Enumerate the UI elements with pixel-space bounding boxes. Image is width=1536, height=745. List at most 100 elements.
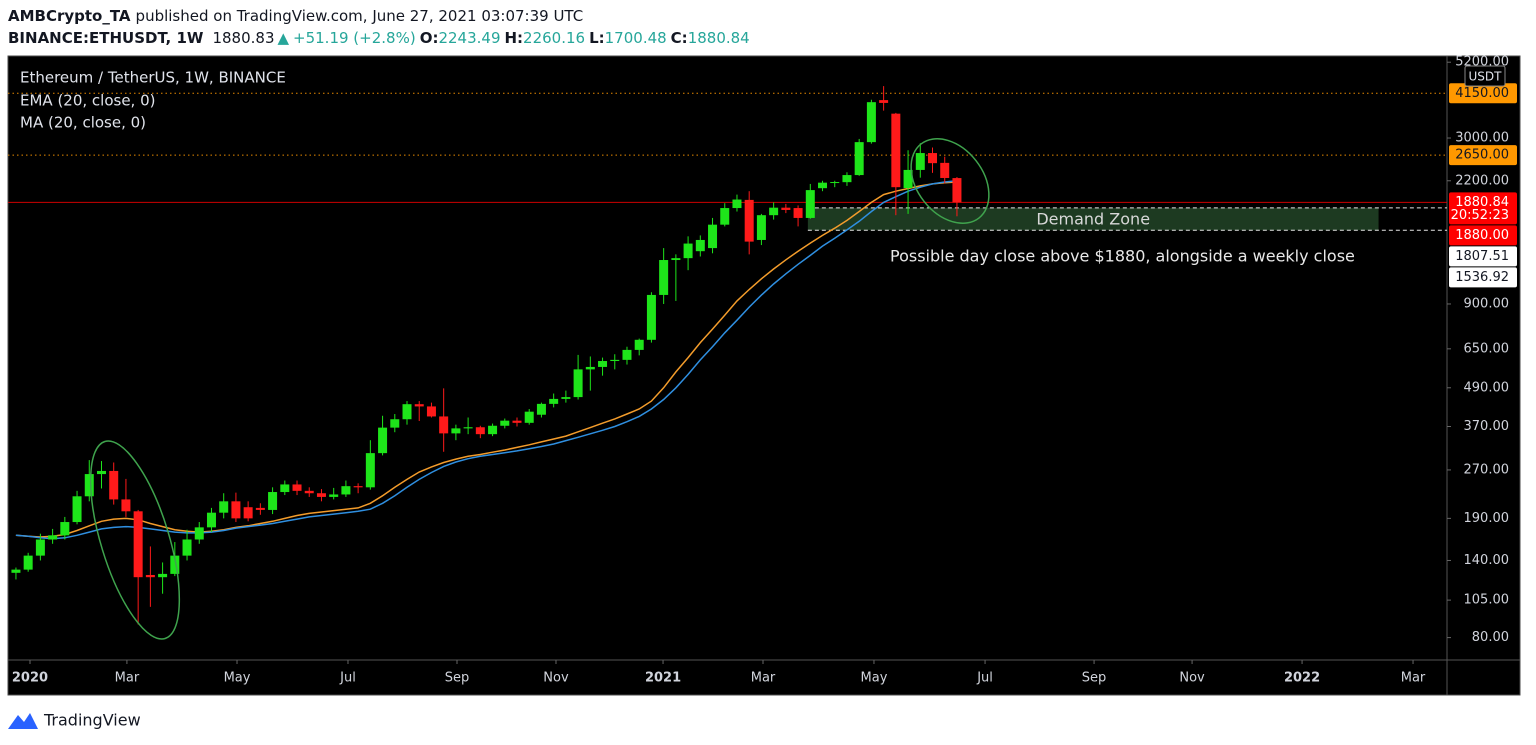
candle-body [451,428,461,434]
candle-body [524,411,534,423]
legend-entry: EMA (20, close, 0) [20,92,156,110]
x-tick-label: Mar [115,671,140,686]
candle-body [60,522,70,536]
candle-body [316,493,326,497]
x-tick-label: Nov [543,671,569,686]
chart-title: Ethereum / TetherUS, 1W, BINANCE [20,69,286,87]
candle-body [720,208,730,225]
candle-body [536,403,546,415]
candle-body [402,404,412,420]
candle-body [659,260,669,295]
candle-body [170,555,180,574]
y-tick-label: 190.00 [1464,511,1510,526]
price-label: 4150.00 [1455,86,1509,101]
indicator-line [15,180,957,540]
candle-body [549,398,559,404]
candle-body [390,419,400,428]
candle-body [182,539,192,556]
price-label: 1880.84 [1455,195,1509,210]
candle-body [121,499,131,512]
candle-body [512,420,522,423]
x-tick-label: Sep [1082,671,1107,686]
x-tick-label: Jul [976,671,993,686]
y-tick-label: 3000.00 [1455,131,1509,146]
candle-body [695,239,705,252]
candle-body [781,207,791,210]
candle-body [915,153,925,170]
y-tick-label: 270.00 [1464,462,1510,477]
candle-body [842,175,852,183]
candle-body [268,492,278,510]
low-label: L: [589,29,605,47]
arrow: ▲ [277,29,289,47]
candle-body [280,484,290,493]
plot-area: Demand Zone [8,86,1447,625]
candle-body [194,527,204,540]
highlight-ellipse [89,440,181,640]
candle-body [488,425,498,435]
x-tick-label: 2020 [12,671,48,686]
candle-body [378,427,388,454]
price-label: 1880.00 [1455,228,1509,243]
candle-body [255,507,265,510]
candle-body [866,102,876,143]
high-label: H: [504,29,523,47]
price-label: 1807.51 [1455,249,1509,264]
x-tick-label: May [861,671,888,686]
indicator-line [15,181,957,538]
candle-body [48,535,58,540]
x-tick-label: Mar [751,671,776,686]
publish-line: AMBCrypto_TA published on TradingView.com… [8,7,583,25]
x-tick-label: 2021 [645,671,681,686]
candle-body [769,207,779,216]
axes: 5200.003000.002200.00900.00650.00490.003… [12,55,1517,686]
candle-body [145,574,155,578]
candle-body [133,511,143,578]
annotation: Possible day close above $1880, alongsid… [890,247,1355,266]
candle-body [646,294,656,340]
y-tick-label: 900.00 [1464,296,1510,311]
x-tick-label: May [224,671,251,686]
candle-body [634,339,644,350]
candle-body [439,416,449,434]
highlight-ellipse [910,138,990,224]
candle-body [708,224,718,249]
currency: USDT [1469,70,1503,84]
candle-body [35,539,45,556]
candle-body [158,573,168,578]
published: published on TradingView.com, June 27, 2… [136,7,584,25]
candle-body [475,427,485,435]
candle-body [928,153,938,164]
candle-body [891,113,901,188]
price-label: 1536.92 [1455,270,1509,285]
open-value: 2243.49 [438,29,500,47]
candle-body [756,215,766,240]
candle-body [500,420,510,426]
candle-body [818,182,828,189]
y-tick-label: 370.00 [1464,419,1510,434]
candle-body [353,486,363,488]
low-value: 1700.48 [605,29,667,47]
candle-body [952,178,962,203]
candle-body [206,512,216,528]
candle-body [96,470,106,475]
candle-body [683,243,693,259]
candle-body [365,453,375,488]
candle-body [329,494,339,497]
symbol: BINANCE:ETHUSDT, 1W [8,29,204,47]
candle-body [11,569,21,573]
candle-body [292,484,302,491]
candle-body [732,199,742,209]
candle-body [793,208,803,218]
candle-body [903,169,913,189]
candle-body [231,501,241,519]
candle-body [109,470,119,500]
candle-body [304,490,314,494]
y-tick-label: 105.00 [1464,593,1510,608]
candle-body [84,474,94,497]
candle-body [585,366,595,370]
candle-body [573,369,583,398]
candle-body [219,501,229,513]
candle-body [879,100,889,103]
